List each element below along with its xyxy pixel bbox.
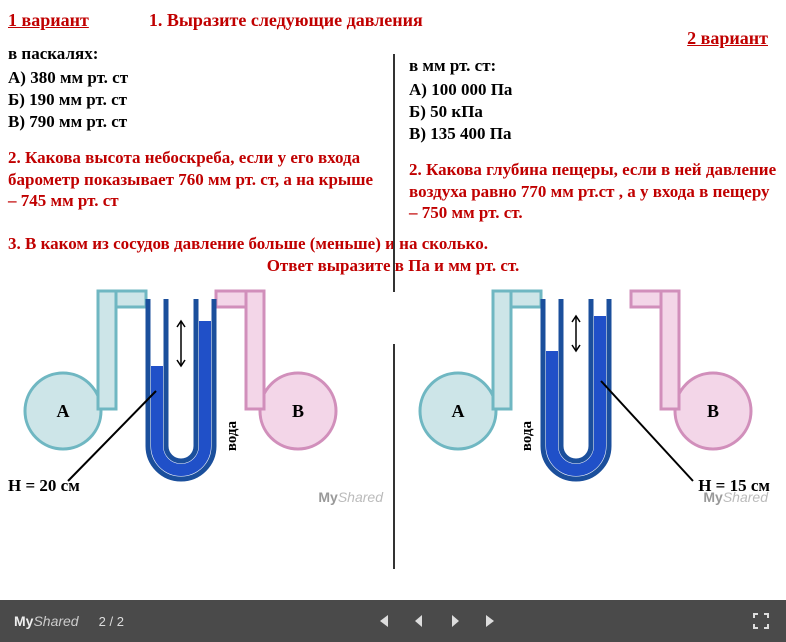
svg-text:А: А	[57, 401, 70, 421]
fullscreen-icon	[753, 613, 769, 629]
worksheet-page: 1 вариант 1. Выразите следующие давления…	[0, 0, 786, 600]
variant-1-label: 1 вариант	[8, 10, 89, 31]
skip-back-icon	[375, 613, 391, 629]
columns: в паскалях: А) 380 мм рт. ст Б) 190 мм р…	[8, 37, 778, 223]
next-page-button[interactable]	[444, 610, 466, 632]
left-subtitle: в паскалях:	[8, 43, 383, 65]
diagrams-row: А В Н =	[8, 281, 778, 511]
watermark-left: MyShared	[318, 489, 383, 505]
left-item-a: А) 380 мм рт. ст	[8, 67, 383, 89]
right-subtitle: в мм рт. ст:	[409, 55, 778, 77]
chevron-left-icon	[412, 614, 426, 628]
last-page-button[interactable]	[480, 610, 502, 632]
svg-text:В: В	[707, 401, 719, 421]
left-column: в паскалях: А) 380 мм рт. ст Б) 190 мм р…	[8, 37, 393, 223]
toolbar-logo[interactable]: MyShared	[14, 613, 79, 629]
first-page-button[interactable]	[372, 610, 394, 632]
page-sep: /	[106, 614, 117, 629]
page-indicator: 2 / 2	[99, 614, 124, 629]
page-total: 2	[117, 614, 124, 629]
right-item-a: А) 100 000 Па	[409, 79, 778, 101]
left-q2: 2. Какова высота небоскреба, если у его …	[8, 147, 383, 211]
left-item-c: В) 790 мм рт. ст	[8, 111, 383, 133]
title-row: 1 вариант 1. Выразите следующие давления	[8, 10, 778, 31]
chevron-right-icon	[448, 614, 462, 628]
watermark-suffix-2: Shared	[723, 489, 768, 505]
svg-text:А: А	[452, 401, 465, 421]
toolbar-logo-suffix: Shared	[33, 613, 78, 629]
right-item-c: В) 135 400 Па	[409, 123, 778, 145]
watermark-suffix: Shared	[338, 489, 383, 505]
watermark-prefix: My	[318, 489, 337, 505]
left-item-b: Б) 190 мм рт. ст	[8, 89, 383, 111]
fullscreen-button[interactable]	[750, 610, 772, 632]
page-current: 2	[99, 614, 106, 629]
svg-text:В: В	[292, 401, 304, 421]
manometer-left: А В Н =	[8, 281, 393, 511]
main-title: 1. Выразите следующие давления	[149, 10, 423, 31]
prev-page-button[interactable]	[408, 610, 430, 632]
left-water-label: вода	[224, 421, 241, 451]
right-water-label: вода	[519, 421, 536, 451]
skip-forward-icon	[483, 613, 499, 629]
viewer-toolbar: MyShared 2 / 2	[0, 600, 786, 642]
watermark-right: MyShared	[703, 489, 768, 505]
right-q2: 2. Какова глубина пещеры, если в ней дав…	[409, 159, 778, 223]
left-h-label: Н = 20 см	[8, 476, 80, 496]
manometer-right: А В Н = 15 см вода	[393, 281, 778, 511]
right-column: в мм рт. ст: А) 100 000 Па Б) 50 кПа В) …	[393, 37, 778, 223]
toolbar-logo-prefix: My	[14, 613, 33, 629]
right-item-b: Б) 50 кПа	[409, 101, 778, 123]
watermark-prefix-2: My	[703, 489, 722, 505]
